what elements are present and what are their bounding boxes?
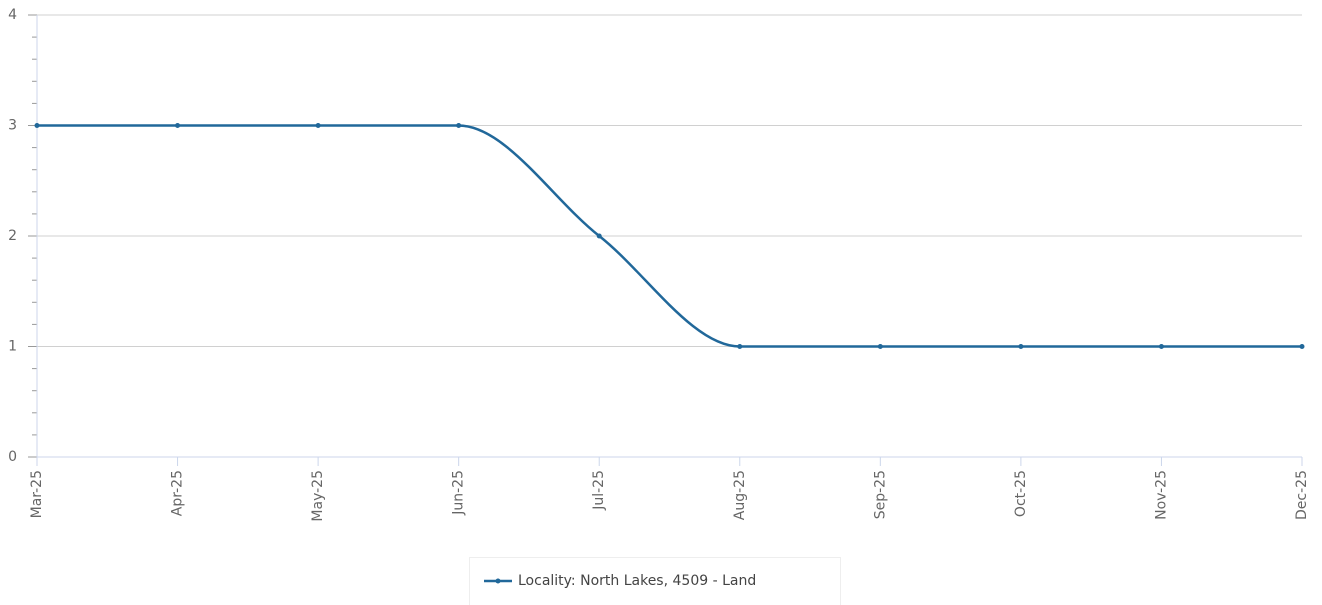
y-tick-label: 3: [8, 118, 17, 134]
x-tick-label: May-25: [310, 470, 326, 522]
y-tick-label: 0: [8, 449, 17, 465]
x-tick-label: Jun-25: [451, 470, 467, 516]
point: [456, 123, 462, 128]
point: [596, 233, 602, 239]
point: [315, 123, 321, 128]
legend-box: [469, 557, 841, 605]
line: [37, 124, 1302, 348]
legend-label: Locality: North Lakes, 4509 - Land: [518, 573, 756, 589]
x-tick-label: Oct-25: [1013, 470, 1029, 517]
x-tick-label: Dec-25: [1294, 470, 1310, 520]
x-tick-label: Sep-25: [872, 470, 888, 519]
legend: Locality: North Lakes, 4509 - Land: [469, 557, 841, 605]
point: [1299, 344, 1305, 349]
x-tick-label: Nov-25: [1153, 470, 1169, 520]
point: [877, 344, 883, 349]
x-tick-label: Jul-25: [591, 470, 607, 511]
legend-symbol-dot: [495, 578, 501, 584]
y-tick-label: 1: [8, 339, 17, 355]
point: [1018, 344, 1024, 349]
x-tick-label: Aug-25: [732, 470, 748, 520]
point: [34, 123, 40, 128]
point: [737, 344, 743, 349]
x-tick-label: Mar-25: [29, 470, 45, 518]
point: [175, 123, 181, 128]
x-tick-label: Apr-25: [170, 470, 186, 516]
point: [1158, 344, 1164, 349]
y-tick-label: 4: [8, 7, 17, 23]
y-tick-label: 2: [8, 228, 17, 244]
